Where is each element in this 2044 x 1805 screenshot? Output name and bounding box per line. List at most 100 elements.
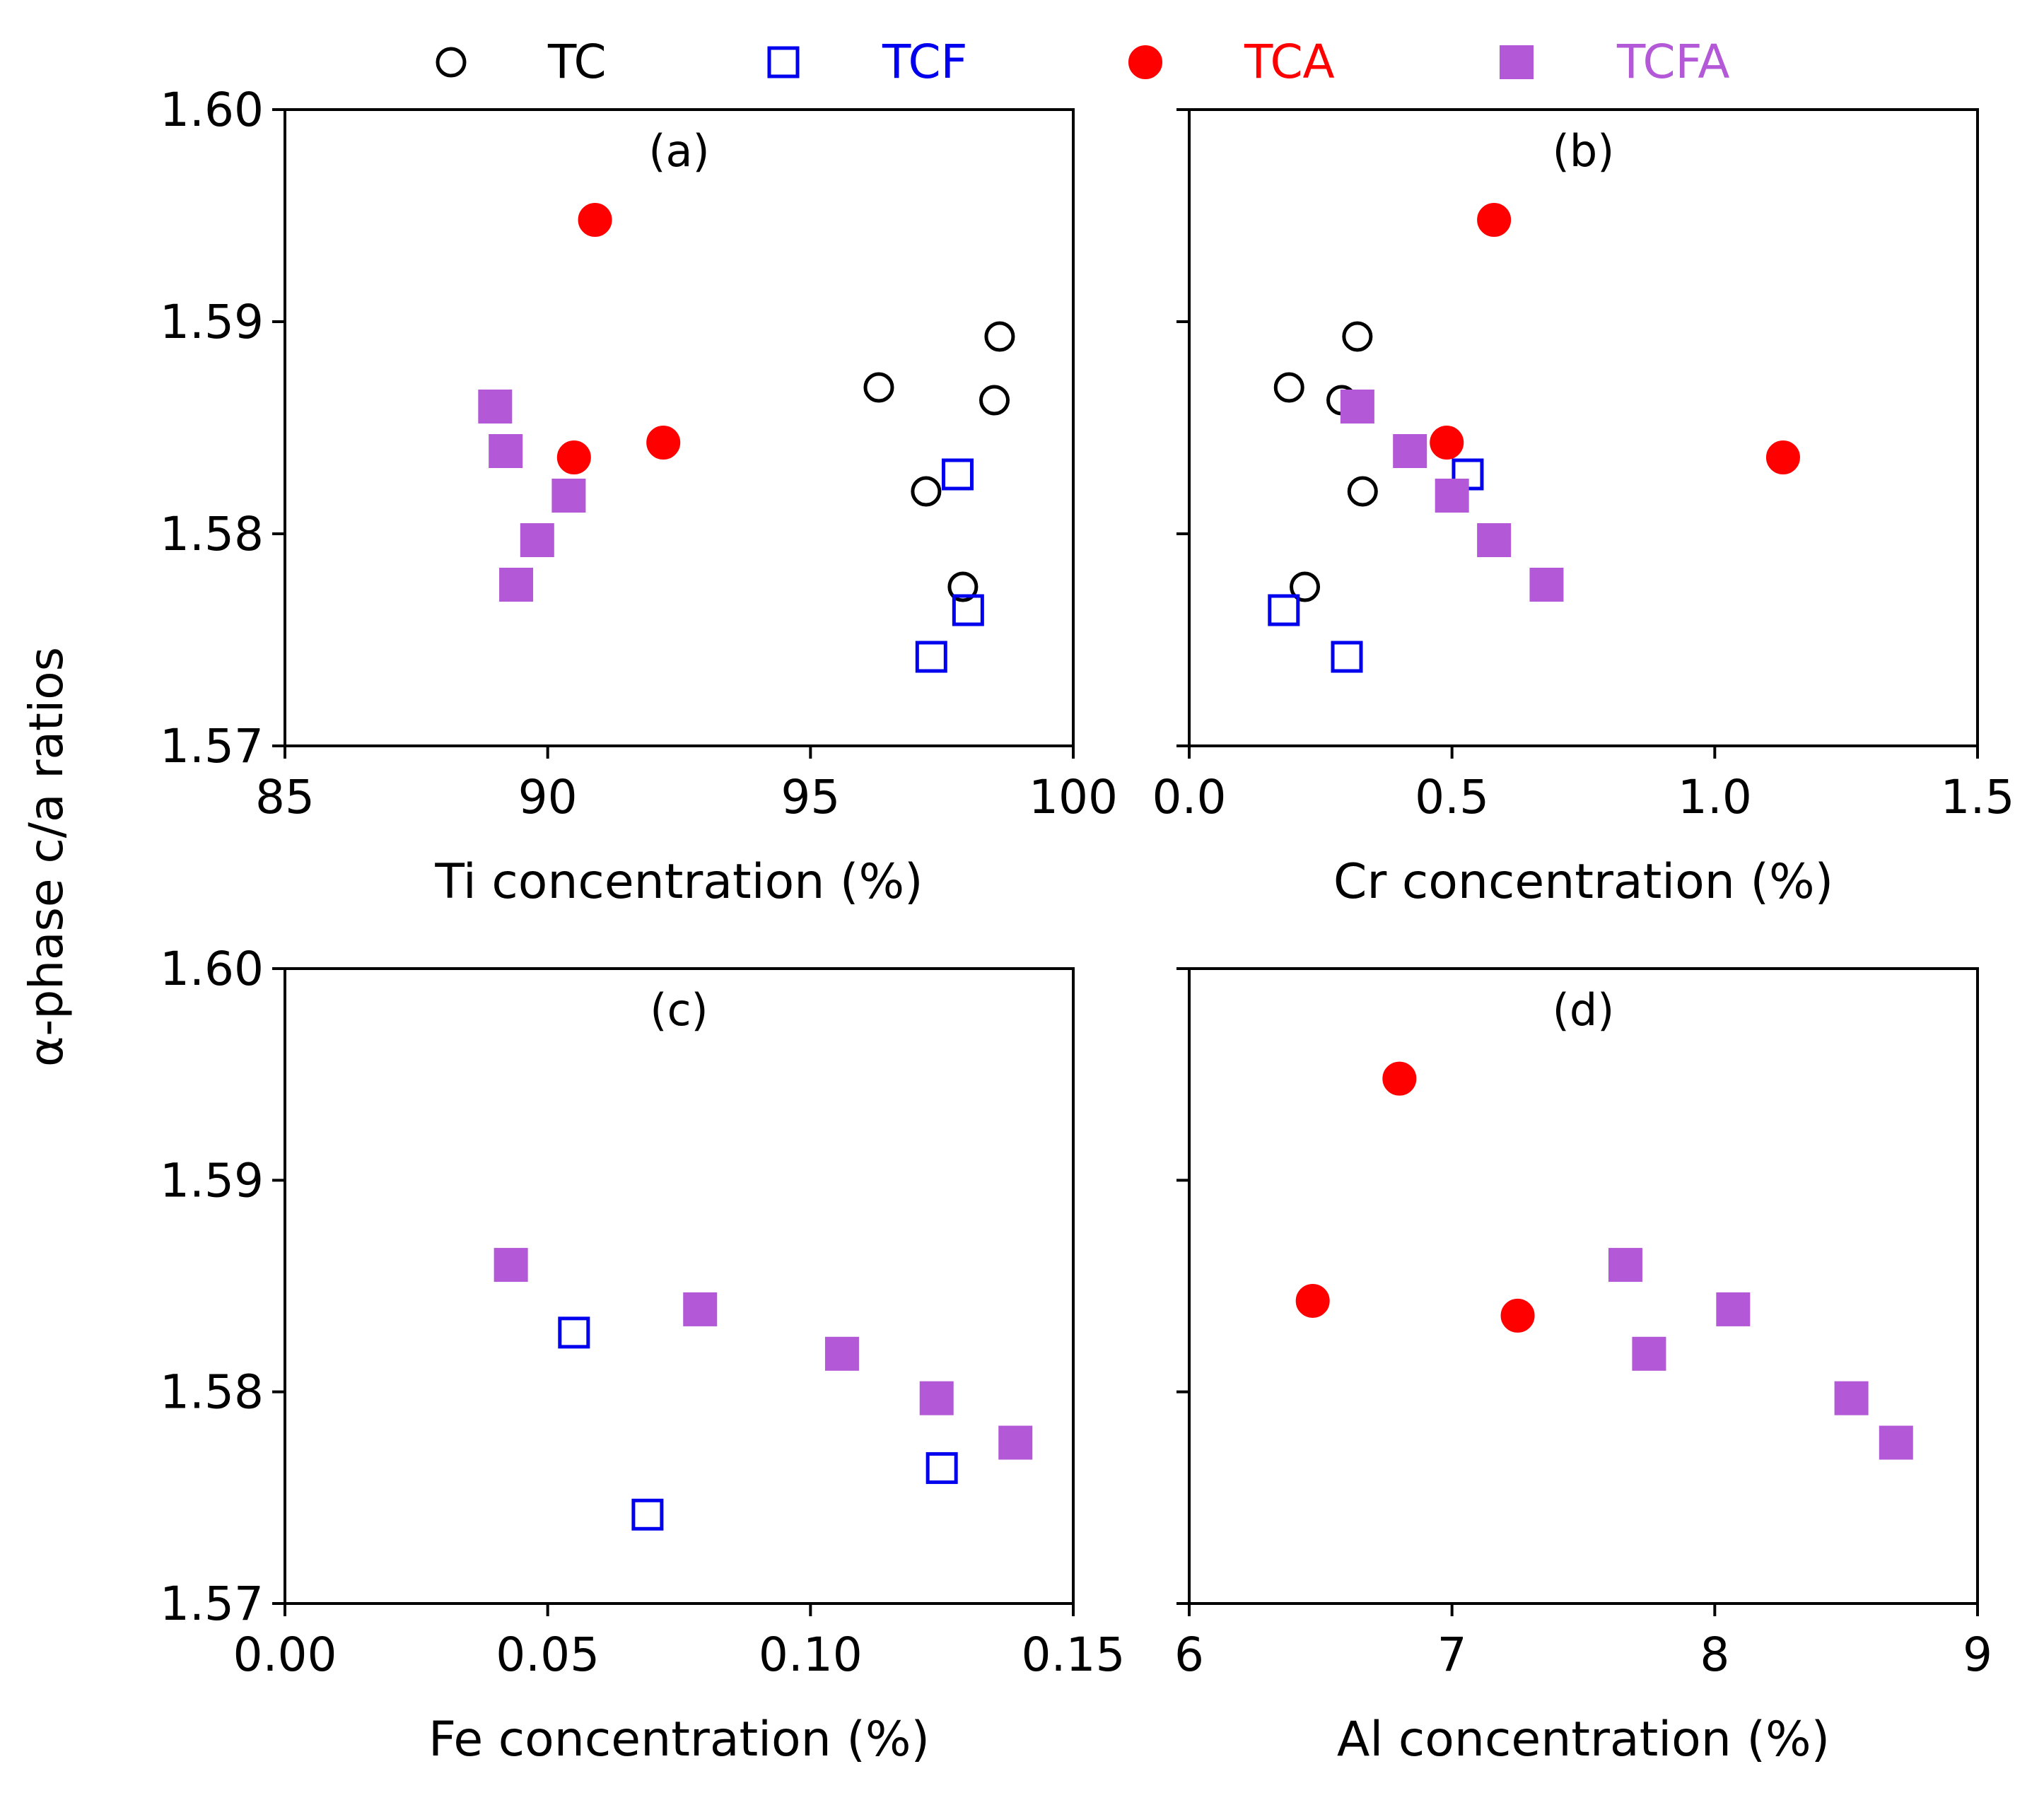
y-tick-label: 1.59 bbox=[160, 295, 264, 349]
legend-marker-tca bbox=[1128, 45, 1162, 79]
y-tick-label: 1.57 bbox=[160, 719, 264, 773]
x-axis-label: Al concentration (%) bbox=[1337, 1712, 1830, 1768]
series-tca bbox=[556, 203, 681, 474]
data-point-tc bbox=[984, 321, 1015, 352]
panel-c: 0.00 0.05 0.10 0.15 1.57 1.58 1.59 1.60 Fe conce… bbox=[160, 942, 1125, 1768]
legend: TC TCF TCA TCFA bbox=[436, 35, 1730, 89]
x-tick-label: 90 bbox=[518, 770, 578, 824]
axes-frame bbox=[284, 967, 1075, 1605]
data-point-tcf bbox=[558, 1316, 590, 1349]
x-tick-label: 0.0 bbox=[1152, 770, 1227, 824]
data-point-tcfa bbox=[1435, 479, 1469, 513]
data-point-tcfa bbox=[1340, 390, 1374, 423]
series-tc bbox=[863, 321, 1015, 602]
data-point-tcf bbox=[631, 1498, 664, 1531]
data-point-tcf bbox=[952, 594, 984, 626]
data-point-tcfa bbox=[499, 568, 534, 602]
data-point-tc bbox=[947, 571, 979, 602]
data-point-tc bbox=[1347, 476, 1378, 507]
data-point-tcfa bbox=[919, 1381, 954, 1415]
series-tcfa bbox=[1608, 1248, 1913, 1460]
data-point-tca bbox=[1765, 440, 1800, 474]
data-point-tcfa bbox=[824, 1336, 859, 1371]
panel-label: (c) bbox=[650, 984, 708, 1036]
y-tick-label: 1.58 bbox=[160, 1365, 264, 1420]
data-point-tcf bbox=[1331, 641, 1363, 673]
data-point-tca bbox=[1477, 203, 1512, 237]
data-point-tc bbox=[979, 385, 1010, 416]
x-tick-label: 8 bbox=[1700, 1628, 1729, 1682]
data-point-tcfa bbox=[1716, 1292, 1751, 1326]
x-tick-label: 100 bbox=[1029, 770, 1118, 824]
data-point-tcfa bbox=[1834, 1381, 1869, 1415]
data-point-tc bbox=[1342, 321, 1373, 352]
data-point-tca bbox=[1295, 1283, 1330, 1318]
data-point-tc bbox=[911, 476, 942, 507]
series-tcfa bbox=[478, 390, 586, 602]
x-axis-label: Ti concentration (%) bbox=[434, 854, 923, 910]
series-tcf bbox=[915, 458, 984, 673]
series-tcfa bbox=[494, 1248, 1033, 1460]
data-point-tca bbox=[646, 426, 681, 460]
panel-label: (a) bbox=[648, 125, 709, 177]
data-point-tc bbox=[863, 372, 894, 403]
x-tick-label: 1.0 bbox=[1678, 770, 1752, 824]
y-axis-label: α-phase c/a ratios bbox=[19, 647, 74, 1067]
series-tcfa bbox=[1340, 390, 1564, 602]
data-point-tcfa bbox=[1529, 568, 1564, 602]
y-tick-label: 1.57 bbox=[160, 1577, 264, 1631]
data-point-tcfa bbox=[494, 1248, 528, 1283]
series-tca bbox=[1430, 203, 1800, 474]
data-point-tca bbox=[556, 440, 591, 474]
series-tca bbox=[1295, 1061, 1535, 1333]
y-tick-label: 1.58 bbox=[160, 507, 264, 561]
data-point-tcfa bbox=[1632, 1336, 1666, 1371]
data-point-tcf bbox=[941, 458, 974, 491]
data-point-tcfa bbox=[478, 390, 513, 423]
data-point-tcfa bbox=[1879, 1425, 1913, 1460]
data-point-tca bbox=[1430, 426, 1464, 460]
y-tick-label: 1.60 bbox=[160, 942, 264, 996]
x-tick-label: 0.5 bbox=[1415, 770, 1489, 824]
axes-frame bbox=[1188, 108, 1979, 747]
x-tick-label: 9 bbox=[1963, 1628, 1992, 1682]
data-point-tcfa bbox=[1393, 434, 1427, 468]
x-tick-label: 0.05 bbox=[496, 1628, 600, 1682]
panel-label: (b) bbox=[1553, 125, 1615, 177]
data-point-tca bbox=[1500, 1298, 1535, 1333]
legend-label-tcf: TCF bbox=[882, 35, 968, 89]
data-point-tca bbox=[1382, 1061, 1417, 1096]
data-point-tcfa bbox=[489, 434, 523, 468]
data-point-tc bbox=[1290, 571, 1321, 602]
series-tc bbox=[1273, 321, 1378, 602]
x-tick-label: 1.5 bbox=[1941, 770, 2015, 824]
data-point-tcfa bbox=[520, 523, 554, 557]
series-tcf bbox=[558, 1316, 958, 1531]
series-tcf bbox=[1268, 458, 1484, 673]
data-point-tcfa bbox=[998, 1425, 1033, 1460]
legend-label-tcfa: TCFA bbox=[1616, 35, 1730, 89]
data-point-tca bbox=[578, 203, 612, 237]
y-tick-label: 1.60 bbox=[160, 83, 264, 137]
x-axis-label: Cr concentration (%) bbox=[1333, 854, 1833, 910]
panel-b: 0.0 0.5 1.0 1.5 Cr concentration (%) (b) bbox=[1152, 108, 2015, 910]
x-tick-label: 0.00 bbox=[233, 1628, 337, 1682]
data-point-tc bbox=[1273, 372, 1304, 403]
panel-a: 85 90 95 100 1.57 1.58 1.59 1.60 Ti concentratio… bbox=[160, 83, 1118, 910]
x-tick-label: 0.10 bbox=[759, 1628, 863, 1682]
data-point-tcfa bbox=[1477, 523, 1512, 557]
data-point-tcf bbox=[915, 641, 947, 673]
panel-label: (d) bbox=[1553, 984, 1615, 1036]
data-point-tcf bbox=[925, 1451, 958, 1484]
legend-label-tca: TCA bbox=[1244, 35, 1335, 89]
legend-label-tc: TC bbox=[547, 35, 607, 89]
data-point-tcfa bbox=[1608, 1248, 1642, 1283]
y-tick-label: 1.59 bbox=[160, 1153, 264, 1208]
x-tick-label: 6 bbox=[1174, 1628, 1204, 1682]
x-tick-label: 95 bbox=[781, 770, 840, 824]
axes-frame bbox=[284, 108, 1075, 747]
data-point-tcfa bbox=[551, 479, 586, 513]
legend-marker-tc bbox=[436, 47, 467, 78]
data-point-tcf bbox=[1268, 594, 1300, 626]
